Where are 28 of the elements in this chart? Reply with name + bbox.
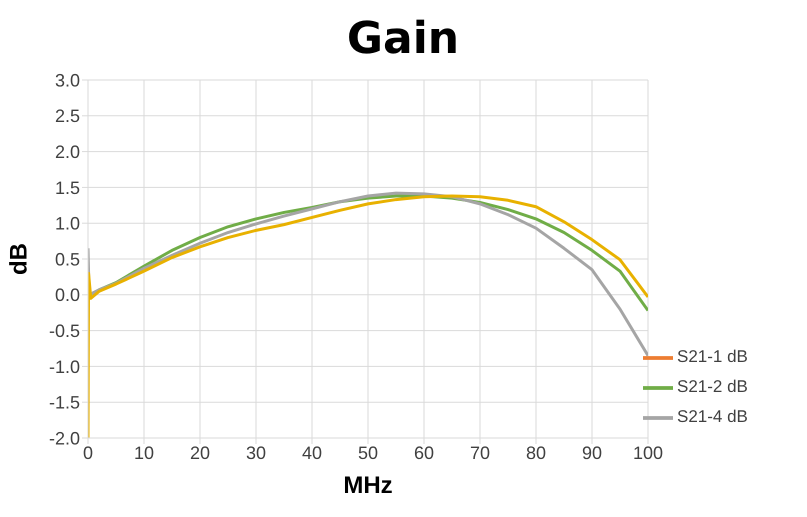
- x-tick-label: 90: [582, 442, 602, 463]
- x-tick-label: 70: [470, 442, 490, 463]
- x-tick-label: 30: [246, 442, 266, 463]
- x-tick-label: 60: [414, 442, 434, 463]
- y-tick-label: -1.0: [48, 356, 80, 377]
- y-tick-label: 0.0: [54, 285, 80, 306]
- y-tick-label: 2.5: [54, 106, 80, 126]
- chart-title: Gain: [346, 12, 460, 66]
- y-tick-label: -2.0: [48, 428, 80, 448]
- y-tick-label: 3.0: [54, 70, 80, 90]
- y-tick-label: -0.5: [48, 320, 80, 341]
- y-tick-label: 2.0: [54, 142, 80, 162]
- y-tick-label: 0.5: [54, 249, 80, 270]
- legend-label: S21-2 dB: [677, 377, 748, 396]
- x-tick-label: 100: [632, 442, 664, 463]
- x-tick-label: 80: [526, 442, 546, 463]
- y-axis-title: dB: [6, 243, 33, 275]
- y-tick-label: -1.5: [48, 392, 80, 413]
- x-tick-label: 40: [302, 442, 322, 463]
- y-tick-label: 1.5: [54, 178, 80, 198]
- x-tick-label: 20: [190, 442, 210, 463]
- x-tick-label: 10: [134, 442, 154, 463]
- x-tick-label: 0: [82, 442, 94, 463]
- legend-label: S21-1 dB: [677, 347, 748, 366]
- legend-label: S21-4 dB: [677, 407, 748, 426]
- x-axis-title: MHz: [343, 472, 393, 499]
- x-tick-label: 50: [358, 442, 378, 463]
- y-tick-label: 1.0: [54, 214, 80, 234]
